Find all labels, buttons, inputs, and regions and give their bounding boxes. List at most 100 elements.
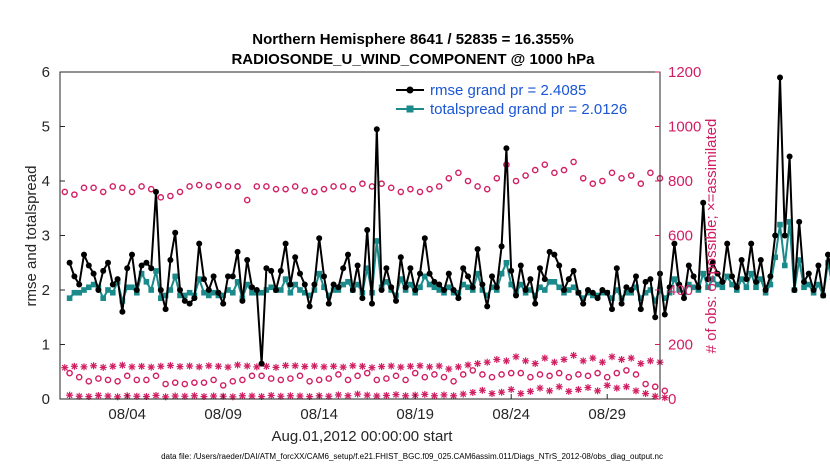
obs-assimilated-marker bbox=[190, 392, 198, 400]
totalspread-marker bbox=[263, 287, 270, 293]
obs-assimilated-marker bbox=[224, 363, 232, 371]
rmse-marker bbox=[642, 278, 649, 285]
totalspread-marker bbox=[182, 292, 188, 299]
rmse-marker bbox=[402, 284, 409, 291]
totalspread-marker bbox=[714, 281, 721, 288]
obs-assimilated-marker bbox=[94, 391, 102, 399]
obs-possible-marker bbox=[589, 180, 597, 188]
obs-assimilated-marker bbox=[320, 363, 328, 371]
rmse-marker bbox=[225, 273, 231, 280]
rmse-marker bbox=[138, 262, 145, 269]
obs-assimilated-marker bbox=[646, 357, 654, 365]
obs-assimilated-marker bbox=[358, 362, 366, 370]
rmse-marker bbox=[561, 287, 567, 293]
obs-assimilated-marker bbox=[186, 362, 194, 370]
obs-possible-marker bbox=[392, 372, 400, 380]
totalspread-marker bbox=[700, 270, 706, 277]
obs-assimilated-marker bbox=[90, 362, 98, 370]
obs-assimilated-marker bbox=[483, 358, 491, 366]
totalspread-marker bbox=[662, 295, 668, 301]
totalspread-marker bbox=[383, 279, 390, 285]
rmse-marker bbox=[81, 251, 87, 258]
totalspread-marker bbox=[426, 281, 433, 288]
obs-assimilated-marker bbox=[99, 363, 107, 371]
totalspread-marker bbox=[282, 276, 289, 282]
obs-assimilated-marker bbox=[661, 394, 669, 402]
obs-assimilated-marker bbox=[622, 383, 630, 391]
obs-possible-marker bbox=[119, 184, 126, 192]
totalspread-marker bbox=[474, 270, 481, 277]
rmse-marker bbox=[786, 153, 793, 160]
obs-assimilated-marker bbox=[459, 390, 467, 398]
rmse-marker bbox=[239, 297, 246, 304]
obs-possible-marker bbox=[498, 371, 505, 378]
obs-assimilated-marker bbox=[637, 360, 645, 368]
obs-possible-marker bbox=[71, 191, 78, 198]
totalspread-marker bbox=[422, 273, 428, 280]
rmse-marker bbox=[469, 284, 476, 291]
totalspread-marker bbox=[489, 284, 495, 291]
obs-assimilated-marker bbox=[445, 365, 453, 373]
obs-possible-marker bbox=[512, 177, 520, 185]
totalspread-marker bbox=[143, 279, 150, 285]
obs-possible-marker bbox=[152, 372, 160, 380]
obs-possible-marker bbox=[330, 183, 337, 190]
rmse-marker bbox=[191, 295, 198, 302]
obs-possible-marker bbox=[479, 371, 486, 378]
obs-possible-marker bbox=[416, 188, 424, 196]
rmse-marker bbox=[762, 287, 769, 293]
totalspread-marker bbox=[546, 279, 553, 285]
obs-possible-marker bbox=[584, 372, 592, 380]
x-tick-label: 08/19 bbox=[396, 406, 434, 423]
rmse-marker bbox=[796, 218, 803, 225]
obs-possible-marker bbox=[594, 369, 601, 377]
rmse-marker bbox=[748, 240, 755, 247]
totalspread-marker bbox=[772, 254, 778, 261]
obs-assimilated-marker bbox=[574, 385, 582, 393]
obs-possible-marker bbox=[200, 379, 208, 386]
rmse-marker bbox=[498, 243, 505, 250]
rmse-marker bbox=[249, 284, 255, 291]
y-left-tick-label: 4 bbox=[42, 173, 50, 190]
rmse-marker bbox=[781, 232, 788, 239]
obs-assimilated-marker bbox=[339, 363, 347, 371]
rmse-marker bbox=[124, 265, 131, 272]
rmse-marker bbox=[810, 287, 817, 293]
obs-possible-marker bbox=[325, 375, 333, 382]
obs-assimilated-marker bbox=[234, 361, 242, 369]
totalspread-marker bbox=[767, 281, 774, 288]
totalspread-marker bbox=[321, 284, 327, 291]
obs-assimilated-marker bbox=[488, 390, 496, 398]
obs-assimilated-marker bbox=[498, 388, 506, 396]
totalspread-marker bbox=[86, 284, 92, 291]
obs-assimilated-marker bbox=[397, 363, 405, 371]
obs-assimilated-marker bbox=[382, 391, 390, 399]
rmse-marker bbox=[258, 360, 265, 367]
obs-possible-marker bbox=[205, 183, 213, 190]
rmse-marker bbox=[671, 240, 678, 247]
totalspread-marker bbox=[110, 289, 116, 296]
y-left-tick-label: 2 bbox=[42, 282, 50, 299]
totalspread-marker bbox=[220, 292, 226, 299]
totalspread-marker bbox=[719, 284, 726, 291]
obs-possible-marker bbox=[296, 372, 304, 380]
rmse-marker bbox=[666, 284, 673, 291]
obs-assimilated-marker bbox=[546, 387, 554, 395]
totalspread-marker bbox=[177, 292, 183, 299]
rmse-marker bbox=[143, 259, 150, 266]
rmse-marker bbox=[287, 281, 294, 288]
obs-possible-marker bbox=[253, 183, 261, 190]
obs-possible-marker bbox=[507, 369, 515, 377]
obs-possible-marker bbox=[383, 375, 390, 382]
totalspread-marker bbox=[676, 287, 682, 293]
obs-assimilated-marker bbox=[450, 392, 458, 400]
obs-assimilated-marker bbox=[253, 363, 261, 371]
obs-assimilated-marker bbox=[243, 362, 251, 370]
obs-possible-marker bbox=[219, 382, 227, 389]
totalspread-marker bbox=[633, 284, 639, 291]
totalspread-marker bbox=[244, 281, 250, 288]
obs-assimilated-marker bbox=[128, 363, 136, 371]
obs-possible-marker bbox=[603, 373, 611, 381]
rmse-marker bbox=[522, 287, 529, 293]
